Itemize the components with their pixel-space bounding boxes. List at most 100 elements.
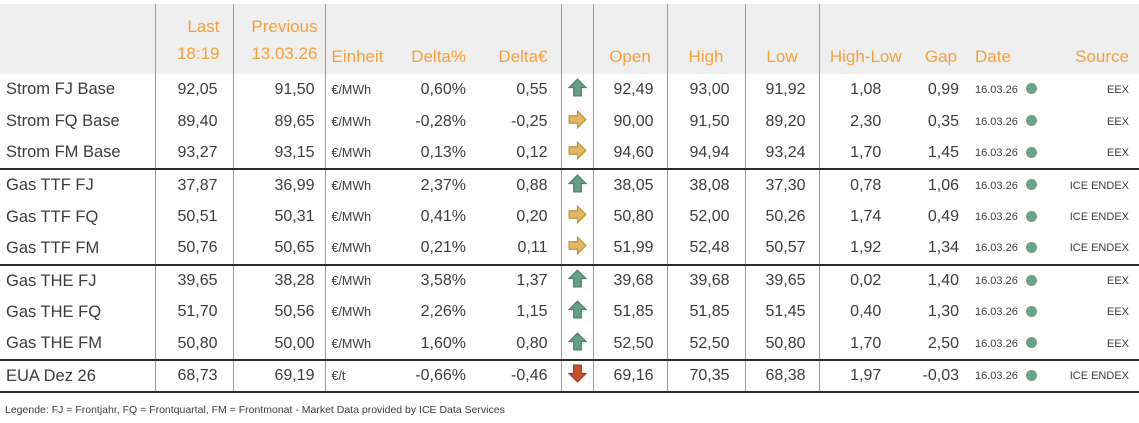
trend-cell <box>561 264 594 297</box>
trend-arrow-icon <box>567 332 587 351</box>
delta-pct-value: 0,21% <box>403 232 479 266</box>
last-value: 92,05 <box>155 74 234 106</box>
unit-value: €/t <box>325 360 403 393</box>
previous-value: 50,31 <box>233 201 326 233</box>
delta-eur-value: 0,88 <box>479 169 562 202</box>
delta-eur-value: 0,55 <box>479 74 562 106</box>
date-value: 16.03.26 <box>975 179 1018 192</box>
high-low-value: 1,08 <box>850 80 882 98</box>
gap-value: 1,40 <box>927 272 959 290</box>
column-header-high: High <box>667 4 746 74</box>
status-dot-icon <box>1025 146 1037 158</box>
delta-pct-value: 0,13% <box>403 137 479 171</box>
previous-value: 89,65 <box>233 105 326 138</box>
gap-value: -0,03 <box>912 360 962 393</box>
last-value: 50,80 <box>155 328 234 362</box>
unit-value: €/MWh <box>331 305 372 320</box>
delta-pct-value: -0,66% <box>403 360 479 393</box>
trend-cell <box>561 232 594 266</box>
table-row: EUA Dez 26 68,73 69,19 €/t -0,66% -0,46 … <box>0 360 1139 393</box>
high-low-value: 0,78 <box>850 176 882 194</box>
column-header-delta-pct: Delta% <box>403 4 479 74</box>
gap-value: 1,34 <box>912 232 962 266</box>
date-value: 16.03.26 <box>975 242 1018 255</box>
status-dot-icon <box>1025 274 1037 286</box>
date-value: 16.03.26 <box>975 337 1018 350</box>
gap-value: 1,45 <box>912 137 962 171</box>
delta-eur-value: 1,15 <box>479 296 562 329</box>
trend-cell <box>561 328 594 362</box>
date-value: 16.03.26 <box>975 83 1018 96</box>
table-row: Gas THE FQ 51,70 50,56 €/MWh 2,26% 1,15 … <box>0 296 1139 329</box>
date-value: 16.03.26 <box>975 370 1018 383</box>
instrument-label: Strom FQ Base <box>0 105 156 138</box>
source-value: EEX <box>1106 306 1129 319</box>
last-value: 39,65 <box>155 264 234 297</box>
table-header: Last 18:19 Previous 13.03.26 Einheit Del… <box>0 4 1139 74</box>
unit-value: €/MWh <box>325 137 403 171</box>
last-value: 37,87 <box>155 169 234 202</box>
date-cell: 16.03.26 <box>962 232 1045 266</box>
date-value: 16.03.26 <box>975 306 1018 319</box>
date-value: 16.03.26 <box>975 146 1018 159</box>
date-value: 16.03.26 <box>975 115 1018 128</box>
gap-value: 0,35 <box>927 112 959 130</box>
status-dot-icon <box>1025 306 1037 318</box>
high-low-value: 2,30 <box>850 112 882 130</box>
high-value: 94,94 <box>667 137 746 171</box>
table-body: Strom FJ Base 92,05 91,50 €/MWh 0,60% 0,… <box>0 74 1139 393</box>
delta-pct-value: -0,28% <box>415 112 466 130</box>
low-value: 39,65 <box>745 264 820 297</box>
trend-arrow-icon <box>567 300 587 319</box>
table-row: Strom FJ Base 92,05 91,50 €/MWh 0,60% 0,… <box>0 74 1139 106</box>
delta-eur-value: 0,12 <box>479 137 562 171</box>
open-value: 92,49 <box>593 74 668 106</box>
delta-pct-value: 0,41% <box>420 208 466 226</box>
delta-eur-value: -0,25 <box>479 105 562 138</box>
previous-value: 36,99 <box>233 169 326 202</box>
trend-cell <box>561 201 594 233</box>
date-value: 16.03.26 <box>975 275 1018 288</box>
trend-cell <box>561 105 594 138</box>
previous-value: 69,19 <box>233 360 326 393</box>
high-value: 52,48 <box>667 232 746 266</box>
trend-arrow-icon <box>567 78 587 97</box>
unit-value: €/MWh <box>331 210 372 225</box>
low-value: 91,92 <box>745 74 820 106</box>
high-low-value: 1,92 <box>819 232 912 266</box>
high-value: 52,50 <box>667 328 746 362</box>
delta-pct-value: 2,37% <box>420 176 466 194</box>
trend-arrow-icon <box>568 236 587 256</box>
gap-value: 2,50 <box>912 328 962 362</box>
trend-cell <box>561 137 594 171</box>
date-cell: 16.03.26 <box>962 297 1045 329</box>
trend-cell <box>561 360 594 393</box>
open-value: 94,60 <box>593 137 668 171</box>
instrument-label: Gas THE FM <box>0 328 156 362</box>
high-value: 91,50 <box>667 105 746 138</box>
high-value: 38,08 <box>667 169 746 202</box>
column-header-open: Open <box>593 4 668 74</box>
previous-value: 50,56 <box>233 296 326 329</box>
high-value: 39,68 <box>667 264 746 297</box>
date-cell: 16.03.26 <box>962 201 1045 233</box>
previous-value: 93,15 <box>233 137 326 171</box>
column-header-gap: Gap <box>912 4 962 74</box>
delta-pct-value: 2,26% <box>420 303 466 321</box>
instrument-label: Gas TTF FJ <box>0 169 156 202</box>
low-value: 50,80 <box>745 328 820 362</box>
market-data-table: Last 18:19 Previous 13.03.26 Einheit Del… <box>0 4 1139 393</box>
status-dot-icon <box>1025 337 1037 349</box>
high-low-value: 1,97 <box>819 360 912 393</box>
table-row: Strom FM Base 93,27 93,15 €/MWh 0,13% 0,… <box>0 137 1139 171</box>
high-low-value: 1,74 <box>850 208 882 226</box>
unit-value: €/MWh <box>331 82 372 97</box>
instrument-label: Gas TTF FM <box>0 232 156 266</box>
date-cell: 16.03.26 <box>962 74 1045 106</box>
gap-value: 0,99 <box>927 80 959 98</box>
trend-arrow-icon <box>567 269 587 288</box>
status-dot-icon <box>1025 179 1037 191</box>
source-value: EEX <box>1106 275 1129 288</box>
last-value: 51,70 <box>155 296 234 329</box>
last-value: 50,51 <box>155 201 234 233</box>
